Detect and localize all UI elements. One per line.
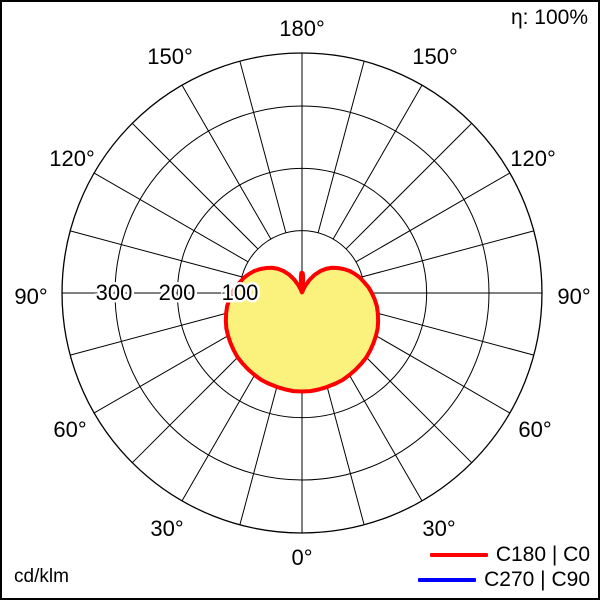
grid-spoke-150 <box>181 84 272 240</box>
angle-label-6: 90° <box>557 284 590 309</box>
angle-label-0: 180° <box>279 16 325 41</box>
angle-label-3: 120° <box>49 146 95 171</box>
radial-axis-labels: 100 200 300 <box>93 278 261 308</box>
angle-label-11: 0° <box>291 545 312 570</box>
grid-spoke-120 <box>93 172 249 263</box>
grid-spoke-225 <box>345 122 473 250</box>
grid-spoke-60 <box>93 323 249 414</box>
radial-label-300: 300 <box>96 280 133 305</box>
polar-grid <box>61 52 543 534</box>
angle-label-8: 60° <box>518 417 551 442</box>
curve-line-0 <box>223 265 381 394</box>
grid-spoke-75 <box>70 308 242 356</box>
efficiency-label: η: 100% <box>510 6 588 29</box>
angle-label-5: 90° <box>14 284 47 309</box>
angular-axis-labels: 180° 150° 150° 120° 120° 90° 90° 60° 60° 30° 30° 0° <box>14 16 590 570</box>
unit-label: cd/klm <box>14 566 69 587</box>
grid-spoke-210 <box>332 84 423 240</box>
radial-label-100: 100 <box>222 280 259 305</box>
angle-label-9: 30° <box>150 516 183 541</box>
grid-spoke-255 <box>362 230 534 278</box>
legend-item-c180-c0: C180 | C0 <box>429 543 590 566</box>
legend-item-c270-c90: C270 | C90 <box>418 569 590 590</box>
grid-spoke-300 <box>355 323 511 414</box>
angle-label-2: 150° <box>412 44 458 69</box>
angle-label-10: 30° <box>422 516 455 541</box>
grid-spoke-195 <box>317 61 365 233</box>
legend-swatch-blue <box>418 577 477 582</box>
angle-label-1: 150° <box>147 44 193 69</box>
curve-fill-0 <box>225 267 379 392</box>
grid-spoke-240 <box>355 172 511 263</box>
legend: C180 | C0 C270 | C90 <box>418 544 590 590</box>
grid-spoke-165 <box>239 61 287 233</box>
legend-label-c270-c90: C270 | C90 <box>484 568 590 591</box>
legend-swatch-red <box>429 552 488 557</box>
angle-label-7: 60° <box>53 417 86 442</box>
angle-label-4: 120° <box>510 146 556 171</box>
grid-spoke-105 <box>70 230 242 278</box>
grid-spoke-135 <box>131 122 259 250</box>
legend-label-c180-c0: C180 | C0 <box>495 543 590 566</box>
grid-spoke-285 <box>362 308 534 356</box>
distribution-curves <box>223 265 381 394</box>
radial-label-200: 200 <box>159 280 196 305</box>
